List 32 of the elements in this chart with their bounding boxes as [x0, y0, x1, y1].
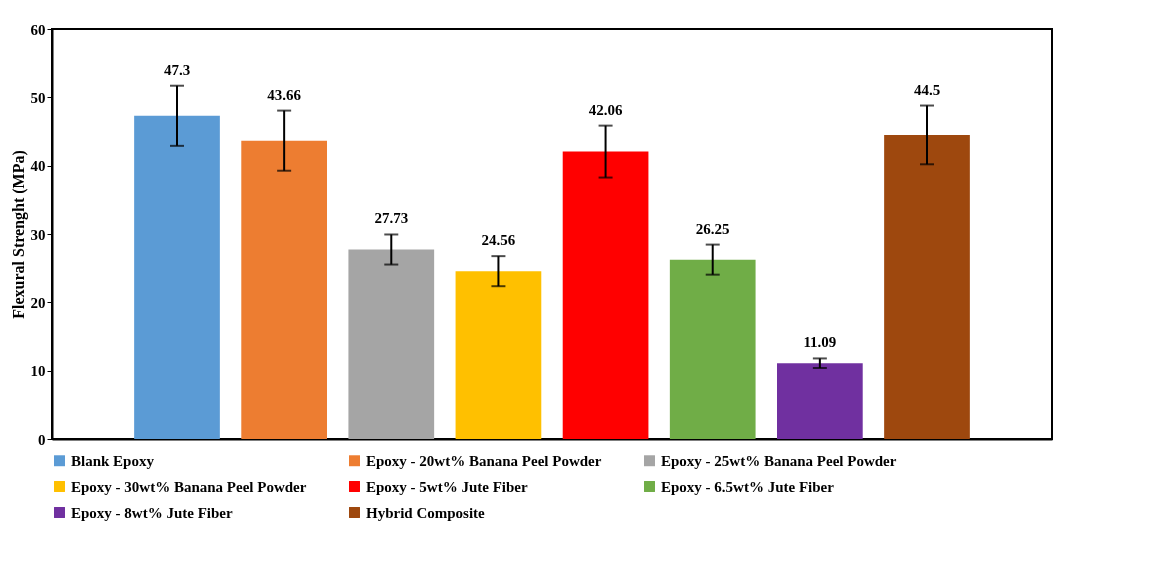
- bar: [455, 271, 542, 439]
- legend-label: Epoxy - 5wt% Jute Fiber: [366, 478, 528, 495]
- y-tick-label: 0: [38, 431, 46, 448]
- legend-label: Epoxy - 25wt% Banana Peel Powder: [661, 452, 897, 469]
- y-tick-label: 10: [30, 363, 46, 380]
- data-label: 27.73: [374, 210, 409, 227]
- legend-label: Epoxy - 20wt% Banana Peel Powder: [366, 452, 602, 469]
- bar: [562, 151, 649, 439]
- legend-label: Hybrid Composite: [366, 504, 486, 521]
- bar: [134, 115, 220, 439]
- data-label: 47.3: [163, 61, 191, 78]
- legend-label: Epoxy - 6.5wt% Jute Fiber: [661, 478, 835, 495]
- legend-label: Blank Epoxy: [71, 452, 155, 469]
- legend-label: Epoxy - 8wt% Jute Fiber: [71, 504, 233, 521]
- y-tick-label: 30: [30, 226, 46, 243]
- y-axis-title: Flexural Strenght (MPa): [9, 150, 28, 319]
- bar: [884, 134, 970, 439]
- data-label: 44.5: [913, 81, 941, 98]
- data-label: 24.56: [481, 232, 516, 249]
- legend-label: Epoxy - 30wt% Banana Peel Powder: [71, 478, 307, 495]
- bar: [777, 363, 863, 439]
- bar: [348, 249, 435, 439]
- bar: [241, 140, 327, 439]
- y-tick-label: 20: [30, 294, 46, 311]
- data-label: 26.25: [695, 220, 730, 237]
- y-tick-label: 50: [30, 89, 46, 106]
- bar: [669, 259, 756, 439]
- data-label: 43.66: [267, 86, 302, 103]
- y-tick-label: 60: [30, 21, 46, 38]
- y-tick-label: 40: [30, 158, 46, 175]
- data-label: 11.09: [803, 334, 837, 351]
- data-label: 42.06: [588, 101, 623, 118]
